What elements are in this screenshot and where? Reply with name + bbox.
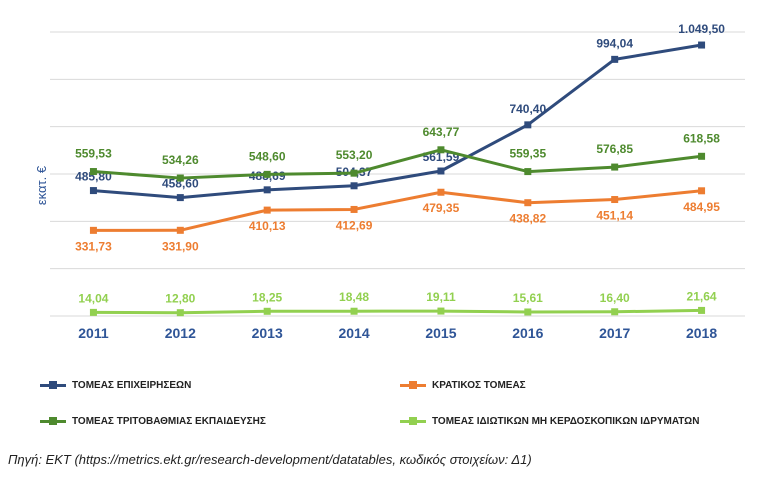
data-point [524, 121, 532, 129]
data-label: 331,90 [162, 239, 199, 253]
data-label: 18,25 [252, 290, 282, 304]
data-label: 643,77 [423, 125, 460, 139]
data-label: 410,13 [249, 219, 286, 233]
data-point [524, 168, 532, 176]
data-point [611, 55, 619, 63]
x-tick-label: 2011 [78, 325, 109, 341]
data-label: 19,11 [426, 290, 456, 304]
data-label: 438,82 [509, 212, 546, 226]
data-point [350, 205, 358, 213]
x-tick-label: 2012 [165, 325, 196, 341]
series-line [93, 308, 702, 315]
data-point [350, 307, 358, 315]
data-point [611, 196, 619, 204]
data-label: 14,04 [78, 291, 108, 305]
data-label: 553,20 [336, 148, 373, 162]
data-point [89, 187, 97, 195]
data-point [263, 170, 271, 178]
data-point [437, 146, 445, 154]
data-point [176, 226, 184, 234]
data-label: 412,69 [336, 218, 373, 232]
data-point [698, 152, 706, 160]
series-line [93, 148, 702, 180]
data-label: 994,04 [596, 36, 633, 50]
series-line [93, 43, 702, 200]
data-point [89, 308, 97, 316]
x-tick-label: 2014 [338, 325, 369, 341]
data-label: 12,80 [165, 292, 195, 306]
data-point [350, 169, 358, 177]
data-point [437, 307, 445, 315]
x-tick-label: 2018 [686, 325, 717, 341]
data-label: 331,73 [75, 239, 112, 253]
series-line [93, 189, 702, 232]
data-label: 15,61 [513, 291, 543, 305]
data-point [698, 306, 706, 314]
data-label: 21,64 [687, 289, 717, 303]
data-label: 16,40 [600, 291, 630, 305]
y-axis-label: εκατ. € [34, 165, 50, 206]
data-label: 458,60 [162, 177, 199, 191]
data-point [176, 174, 184, 182]
data-point [89, 168, 97, 176]
data-point [611, 163, 619, 171]
data-point [176, 194, 184, 202]
data-label: 479,35 [423, 201, 460, 215]
x-tick-label: 2013 [252, 325, 283, 341]
data-point [89, 226, 97, 234]
data-point [176, 309, 184, 317]
data-label: 548,60 [249, 149, 286, 163]
data-point [437, 167, 445, 175]
data-label: 618,58 [683, 131, 720, 145]
x-tick-label: 2016 [512, 325, 543, 341]
data-point [611, 308, 619, 316]
data-point [698, 41, 706, 49]
data-label: 576,85 [596, 142, 633, 156]
line-chart: 2011 2012 2013 2014 2015 2016 2017 2018485,8045… [50, 22, 745, 341]
data-point [263, 186, 271, 194]
data-label: 1.049,50 [678, 22, 725, 36]
data-point [524, 308, 532, 316]
data-point [263, 307, 271, 315]
data-point [437, 188, 445, 196]
data-label: 559,35 [509, 147, 546, 161]
source-note: Πηγή: ΕΚΤ (https://metrics.ekt.gr/resear… [8, 452, 532, 467]
data-label: 484,95 [683, 200, 720, 214]
x-tick-label: 2017 [599, 325, 630, 341]
data-point [263, 206, 271, 214]
data-point [524, 199, 532, 207]
data-point [350, 182, 358, 190]
data-label: 451,14 [596, 209, 633, 223]
data-label: 18,48 [339, 290, 369, 304]
data-label: 559,53 [75, 147, 112, 161]
data-label: 534,26 [162, 153, 199, 167]
data-point [698, 187, 706, 195]
x-tick-label: 2015 [425, 325, 456, 341]
data-label: 740,40 [509, 102, 546, 116]
